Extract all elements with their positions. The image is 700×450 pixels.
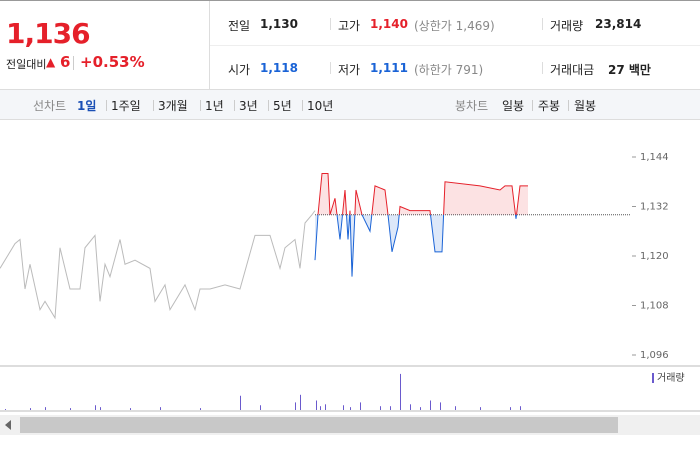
divider	[209, 1, 210, 90]
stat-value: 1,140	[370, 17, 408, 31]
stat-value: 23,814	[595, 17, 642, 31]
line-chart-label: 선차트	[33, 99, 67, 113]
divider	[268, 100, 269, 111]
volume-bar	[45, 407, 46, 410]
legend-swatch	[652, 373, 654, 383]
header: 1,136 전일대비 ▲ 6 +0.53% 전일 1,130 고가 1,140 (상한가…	[0, 0, 700, 90]
volume-bar	[160, 407, 161, 410]
toolbar: 선차트 봉차트 1일 1주일 3개월 1년 3년 5년 10년 일봉 주봉 월봉	[0, 90, 700, 120]
volume-bar	[320, 406, 321, 410]
volume-bar	[400, 373, 401, 410]
y-tick-label: 1,144	[640, 152, 669, 163]
divider	[568, 100, 569, 111]
volume-bar	[70, 408, 71, 410]
divider	[542, 18, 543, 30]
up-arrow: ▲	[46, 55, 56, 69]
divider	[106, 100, 107, 111]
volume-bar	[95, 405, 96, 410]
stat-value: 1,111	[370, 61, 408, 75]
volume-bar	[520, 406, 521, 410]
y-tick-label: 1,132	[640, 202, 669, 213]
volume-bar	[200, 408, 201, 410]
candle-chart-label: 봉차트	[455, 99, 489, 113]
stat-value: 27 백만	[608, 63, 651, 77]
candle-tab[interactable]: 주봉	[538, 99, 561, 113]
stat-label: 저가	[338, 63, 361, 77]
stat-label: 고가	[338, 19, 361, 33]
volume-bar	[130, 408, 131, 410]
stat-note: (하한가 791)	[414, 63, 484, 77]
volume-bar	[380, 406, 381, 410]
divider	[200, 100, 201, 111]
divider	[330, 62, 331, 74]
y-tick-label: 1,108	[640, 301, 669, 312]
scroll-left[interactable]	[5, 420, 11, 430]
period-tab[interactable]: 5년	[273, 99, 292, 113]
volume-bar	[390, 406, 391, 410]
period-tab[interactable]: 1일	[77, 99, 97, 113]
volume-bar	[316, 400, 317, 410]
period-tab[interactable]: 3년	[239, 99, 258, 113]
divider	[234, 100, 235, 111]
y-tick-label: 1,096	[640, 350, 669, 361]
volume-bar	[295, 402, 296, 410]
period-tab[interactable]: 10년	[307, 99, 334, 113]
divider	[302, 100, 303, 111]
volume-bar	[360, 402, 361, 410]
divider	[330, 18, 331, 30]
stat-label: 전일	[228, 19, 251, 33]
divider	[153, 100, 154, 111]
period-tab[interactable]: 1주일	[111, 99, 141, 113]
volume-bar	[480, 407, 481, 410]
divider	[532, 100, 533, 111]
divider	[73, 56, 74, 70]
divider	[210, 45, 700, 46]
legend-label: 거래량	[657, 372, 685, 384]
candle-tab[interactable]: 일봉	[502, 99, 525, 113]
divider	[542, 62, 543, 74]
price: 1,136	[6, 17, 91, 50]
candle-tab[interactable]: 월봉	[574, 99, 597, 113]
volume-bar	[510, 407, 511, 410]
volume-bar	[240, 395, 241, 410]
volume-bar	[5, 409, 6, 410]
period-tab[interactable]: 3개월	[158, 99, 188, 113]
stat-label: 거래량	[550, 19, 584, 33]
volume-bar	[420, 407, 421, 410]
stat-label: 거래대금	[550, 63, 595, 77]
change-pct: +0.53%	[80, 53, 145, 71]
volume-bar	[100, 407, 101, 410]
volume-bar	[30, 408, 31, 410]
area-up	[315, 173, 528, 215]
change-label: 전일대비	[6, 58, 47, 71]
scroll-thumb[interactable]	[20, 417, 618, 433]
volume-bar	[325, 404, 326, 410]
volume-bar	[260, 405, 261, 410]
volume-bar	[350, 407, 351, 410]
chart: 1,096 1,108 1,120 1,132 1,144 거래량	[0, 152, 700, 412]
change: 6	[60, 53, 71, 71]
volume-bar	[410, 404, 411, 410]
stat-value: 1,130	[260, 17, 298, 31]
price-line	[0, 210, 316, 320]
stat-value: 1,118	[260, 61, 298, 75]
volume-bar	[300, 394, 301, 410]
volume-bar	[430, 400, 431, 410]
period-tab[interactable]: 1년	[205, 99, 224, 113]
volume-bar	[440, 402, 441, 410]
y-tick-label: 1,120	[640, 251, 669, 262]
stat-note: (상한가 1,469)	[414, 19, 495, 33]
stat-label: 시가	[228, 63, 251, 77]
price-line	[317, 173, 528, 215]
volume-bar	[455, 406, 456, 410]
volume-bar	[343, 405, 344, 410]
scrollbar[interactable]	[0, 415, 700, 435]
